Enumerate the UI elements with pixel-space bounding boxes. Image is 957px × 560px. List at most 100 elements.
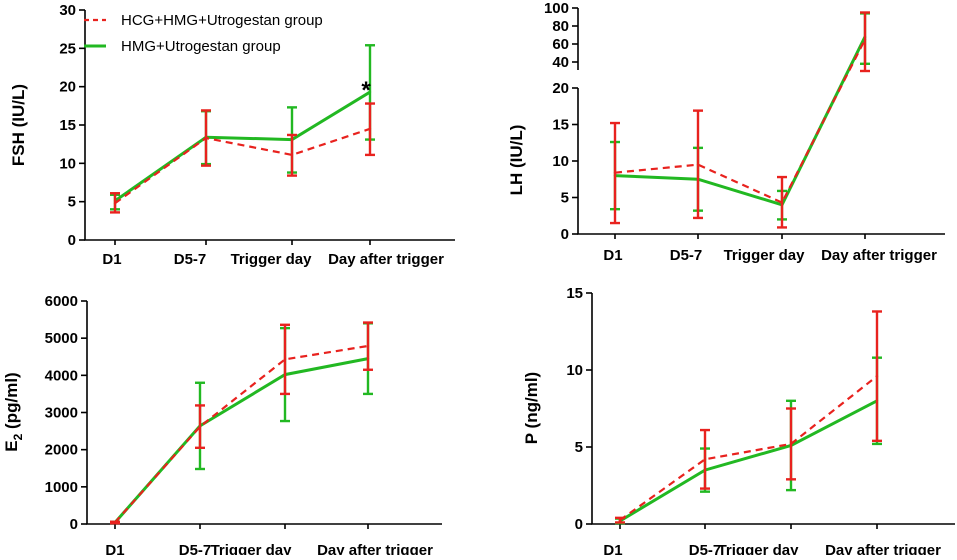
fsh-y-tick: 0 — [68, 232, 85, 249]
lh-y-tick-label: 0 — [561, 226, 569, 243]
p-series-line — [619, 399, 878, 523]
lh-data-point — [863, 38, 867, 41]
p-data-point — [703, 458, 707, 461]
lh-x-tick: D5-7 — [670, 234, 703, 264]
lh-y-tick-upper: 60 — [552, 36, 578, 53]
e2-y-tick-label: 4000 — [45, 367, 78, 384]
e2-y-axis-title-main: E — [2, 440, 21, 451]
p-data-point — [618, 518, 622, 522]
lh-y-tick-label: 80 — [552, 18, 569, 35]
fsh-series-hmg — [110, 44, 375, 211]
lh-x-tick-label: D5-7 — [670, 247, 703, 264]
e2-axes — [86, 301, 442, 525]
fsh-x-tick-label: D5-7 — [174, 251, 207, 268]
e2-series-line — [114, 344, 369, 524]
p-x-tick: D5-7 — [689, 524, 722, 559]
e2-data-point — [113, 521, 117, 524]
e2-data-point — [366, 344, 370, 348]
fsh-y-axis-title: FSH (IU/L) — [9, 84, 28, 166]
chart-e2: E2 (pg/ml) 0 1000 2000 3000 4000 5000 6000 D1 D… — [2, 293, 442, 559]
p-y-tick-label: 5 — [575, 439, 583, 456]
e2-y-tick-label: 0 — [70, 516, 78, 533]
fsh-data-point — [368, 90, 372, 94]
p-x-tick: D1 — [603, 524, 623, 559]
e2-y-axis-title: E2 (pg/ml) — [2, 372, 25, 451]
fsh-y-tick-label: 25 — [59, 40, 76, 57]
e2-series-hcg-hmg — [110, 321, 373, 525]
lh-data-point — [696, 163, 700, 166]
fsh-series-line — [114, 127, 371, 205]
lh-x-tick-label: D1 — [603, 247, 622, 264]
e2-data-point — [283, 358, 287, 361]
lh-y-tick-label: 5 — [561, 190, 569, 207]
lh-y-tick-upper: 40 — [552, 54, 578, 71]
fsh-x-tick: Trigger day — [231, 240, 313, 268]
lh-error-bar — [860, 11, 870, 73]
e2-x-tick: Day after trigger — [317, 524, 433, 559]
lh-y-tick: 10 — [552, 153, 578, 170]
fsh-y-tick-label: 5 — [68, 194, 76, 211]
p-y-tick: 0 — [575, 516, 592, 533]
e2-x-tick-label: D5-7 — [179, 542, 212, 555]
fsh-series-line — [114, 90, 371, 203]
p-x-tick-label: Trigger day — [718, 542, 800, 555]
lh-y-axis-title: LH (IU/L) — [507, 125, 526, 196]
fsh-y-tick: 25 — [59, 40, 85, 57]
p-x-tick-label: Day after trigger — [825, 542, 941, 555]
e2-y-tick-label: 1000 — [45, 479, 78, 496]
fsh-y-tick: 15 — [59, 117, 85, 134]
p-data-point — [875, 374, 879, 378]
e2-y-tick-label: 6000 — [45, 293, 78, 310]
e2-x-tick-label: Day after trigger — [317, 542, 433, 555]
e2-y-tick-label: 5000 — [45, 330, 78, 347]
p-y-tick-label: 0 — [575, 516, 583, 533]
lh-series-line — [614, 36, 867, 207]
p-y-tick-label: 10 — [566, 362, 583, 379]
p-y-tick: 5 — [575, 439, 592, 456]
p-x-tick-label: D5-7 — [689, 542, 722, 555]
e2-y-tick-label: 2000 — [45, 442, 78, 459]
p-y-tick-label: 15 — [566, 285, 583, 302]
p-y-axis-title: P (ng/ml) — [522, 372, 541, 444]
e2-y-tick: 4000 — [45, 367, 87, 384]
lh-y-tick-label: 10 — [552, 153, 569, 170]
e2-x-tick-label: Trigger day — [211, 542, 293, 555]
lh-y-tick-label: 100 — [544, 0, 569, 17]
lh-x-tick-label: Trigger day — [724, 247, 806, 264]
e2-y-tick: 1000 — [45, 479, 87, 496]
fsh-y-tick: 20 — [59, 79, 85, 96]
lh-data-point — [780, 201, 784, 204]
e2-data-point — [198, 425, 202, 428]
e2-y-tick-label: 3000 — [45, 405, 78, 422]
lh-x-tick: D1 — [603, 234, 623, 264]
lh-x-tick-label: Day after trigger — [821, 247, 937, 264]
lh-x-tick: Day after trigger — [821, 234, 937, 264]
legend: HCG+HMG+Utrogestan group HMG+Utrogestan … — [84, 12, 323, 55]
fsh-series-hcg-hmg — [110, 102, 375, 214]
p-y-tick: 15 — [566, 285, 592, 302]
e2-y-tick: 3000 — [45, 405, 87, 422]
lh-x-tick: Trigger day — [724, 234, 806, 264]
fsh-x-tick-label: D1 — [102, 251, 121, 268]
lh-y-tick: 15 — [552, 117, 578, 134]
p-x-tick-label: D1 — [603, 542, 622, 555]
fsh-y-tick: 10 — [59, 155, 85, 172]
fsh-y-tick-label: 15 — [59, 117, 76, 134]
p-series-hcg-hmg — [615, 310, 882, 524]
fsh-data-point — [290, 153, 294, 157]
lh-y-tick: 20 — [552, 80, 578, 97]
fsh-x-tick-label: Trigger day — [231, 251, 313, 268]
lh-data-point — [613, 171, 617, 174]
p-series-line — [619, 375, 878, 522]
e2-x-tick: D1 — [105, 524, 125, 559]
e2-y-axis-title-subscript: 2 — [11, 433, 25, 440]
lh-series-hmg — [610, 12, 870, 221]
e2-y-tick: 6000 — [45, 293, 87, 310]
lh-y-tick-label: 40 — [552, 54, 569, 71]
fsh-x-tick-label: Day after trigger — [328, 251, 444, 268]
lh-series-hcg-hmg — [610, 11, 870, 229]
fsh-data-point — [204, 136, 208, 140]
fsh-x-tick: Day after trigger — [328, 240, 444, 268]
lh-y-tick-label: 20 — [552, 80, 569, 97]
